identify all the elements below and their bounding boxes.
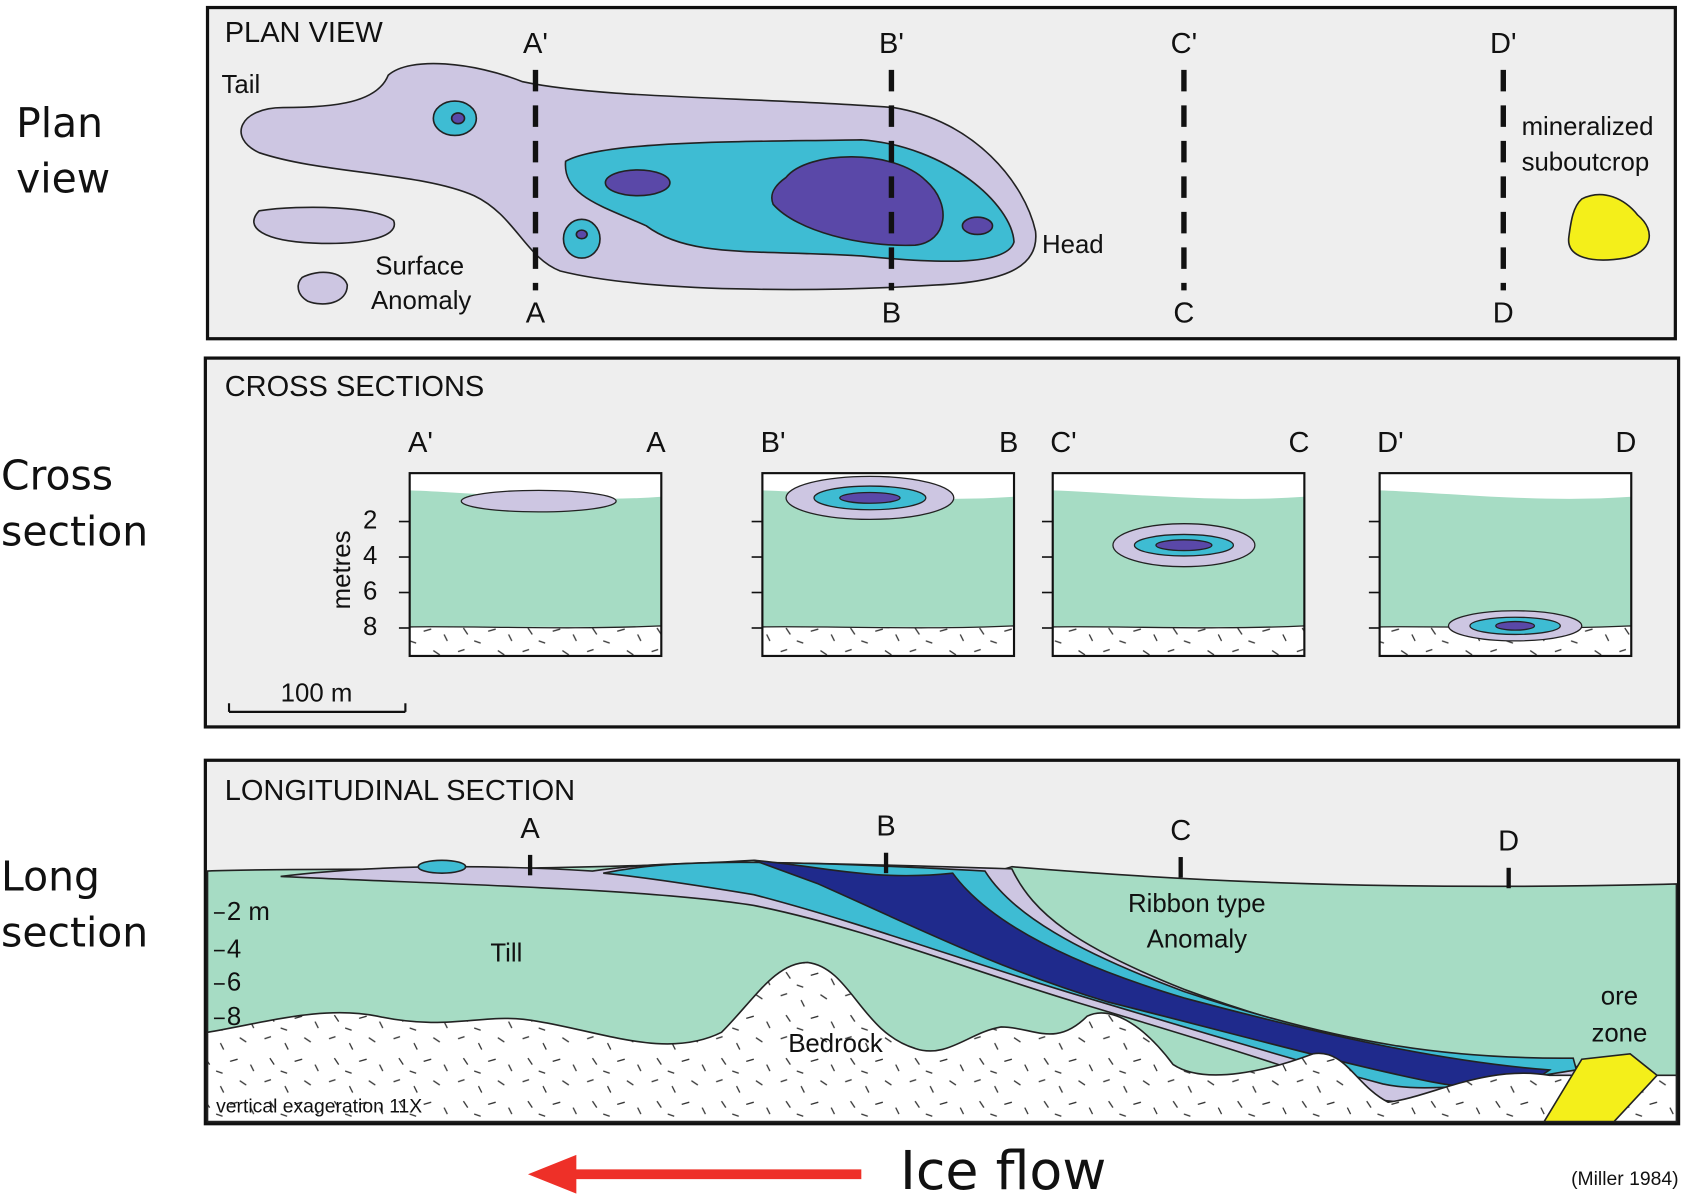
anomaly bbox=[461, 490, 616, 512]
section-label: C' bbox=[1171, 28, 1198, 60]
depth-label: 6 bbox=[363, 577, 377, 605]
tail-label: Tail bbox=[221, 71, 260, 99]
section-label: C bbox=[1288, 427, 1309, 459]
section-label: A' bbox=[408, 427, 433, 459]
side-label: Cross bbox=[1, 452, 113, 500]
purple-zone bbox=[576, 230, 587, 239]
bedrock-zone bbox=[762, 626, 1014, 656]
depth-label: 6 bbox=[227, 969, 241, 997]
purple-zone bbox=[605, 170, 670, 196]
section-label: A bbox=[646, 427, 666, 459]
marker-label: C bbox=[1170, 815, 1191, 847]
section-label: B bbox=[882, 298, 901, 330]
section-label: A bbox=[526, 298, 546, 330]
diagram: Plan view Cross section Long section PLAN VIE… bbox=[0, 0, 1685, 1199]
cyan-zone bbox=[418, 860, 465, 873]
depth-label: 8 bbox=[227, 1003, 241, 1031]
ribbon-label: Ribbon type bbox=[1128, 890, 1266, 918]
lavender-zone bbox=[298, 272, 347, 304]
bedrock-zone bbox=[410, 626, 662, 656]
ice-flow-arrow-head bbox=[528, 1155, 576, 1194]
cross-title: CROSS SECTIONS bbox=[225, 371, 485, 403]
side-label: Plan bbox=[16, 99, 103, 147]
side-label: section bbox=[1, 909, 148, 957]
till-zone bbox=[1380, 490, 1632, 627]
section-label: B' bbox=[761, 427, 786, 459]
till-label: Till bbox=[490, 940, 522, 968]
section-label: D bbox=[1493, 298, 1514, 330]
purple-zone bbox=[962, 217, 992, 234]
ribbon-label: Anomaly bbox=[1147, 926, 1247, 954]
section-label: C' bbox=[1050, 427, 1077, 459]
depth-label: 2 m bbox=[227, 898, 270, 926]
depth-label: 8 bbox=[363, 613, 377, 641]
page: {"side_labels":[{"lines":["Plan","view"]… bbox=[0, 0, 1685, 1199]
lavender-zone bbox=[254, 207, 395, 243]
surface-anomaly-label: Surface bbox=[375, 253, 464, 281]
marker-label: D bbox=[1498, 826, 1519, 858]
section-label: B' bbox=[879, 28, 904, 60]
section-label: D' bbox=[1377, 427, 1404, 459]
purple-zone bbox=[452, 113, 465, 124]
bedrock-zone bbox=[1053, 626, 1305, 656]
anomaly bbox=[1496, 622, 1535, 631]
ice-flow-label: Ice flow bbox=[900, 1139, 1106, 1199]
exaggeration-label: vertical exageration 11X bbox=[216, 1096, 422, 1118]
axis-label: metres bbox=[328, 531, 356, 610]
section-label: B bbox=[999, 427, 1018, 459]
surface-anomaly-label: Anomaly bbox=[371, 287, 471, 315]
side-label: view bbox=[16, 155, 110, 203]
depth-label: 4 bbox=[227, 935, 241, 963]
section-label: D' bbox=[1490, 28, 1517, 60]
side-labels: Plan view Cross section Long section bbox=[1, 99, 148, 957]
depth-label: 4 bbox=[363, 542, 377, 570]
bedrock-label: Bedrock bbox=[788, 1030, 883, 1058]
suboutcrop-label: suboutcrop bbox=[1522, 148, 1650, 176]
side-label: section bbox=[1, 507, 148, 555]
long-section bbox=[208, 860, 1677, 1121]
section-label: A' bbox=[523, 28, 548, 60]
scale-label: 100 m bbox=[281, 679, 353, 707]
suboutcrop-label: mineralized bbox=[1522, 113, 1654, 141]
ore-label: zone bbox=[1591, 1019, 1647, 1047]
ore-label: ore bbox=[1601, 983, 1638, 1011]
depth-label: 2 bbox=[363, 506, 377, 534]
head-label: Head bbox=[1042, 231, 1104, 259]
anomaly bbox=[1156, 540, 1212, 551]
citation: (Miller 1984) bbox=[1571, 1168, 1679, 1190]
plan-title: PLAN VIEW bbox=[225, 17, 384, 49]
section-label: C bbox=[1173, 298, 1194, 330]
marker-label: B bbox=[876, 811, 895, 843]
side-label: Long bbox=[1, 853, 100, 901]
marker-label: A bbox=[520, 813, 540, 845]
long-title: LONGITUDINAL SECTION bbox=[225, 775, 575, 807]
anomaly bbox=[840, 493, 900, 504]
section-label: D bbox=[1615, 427, 1636, 459]
